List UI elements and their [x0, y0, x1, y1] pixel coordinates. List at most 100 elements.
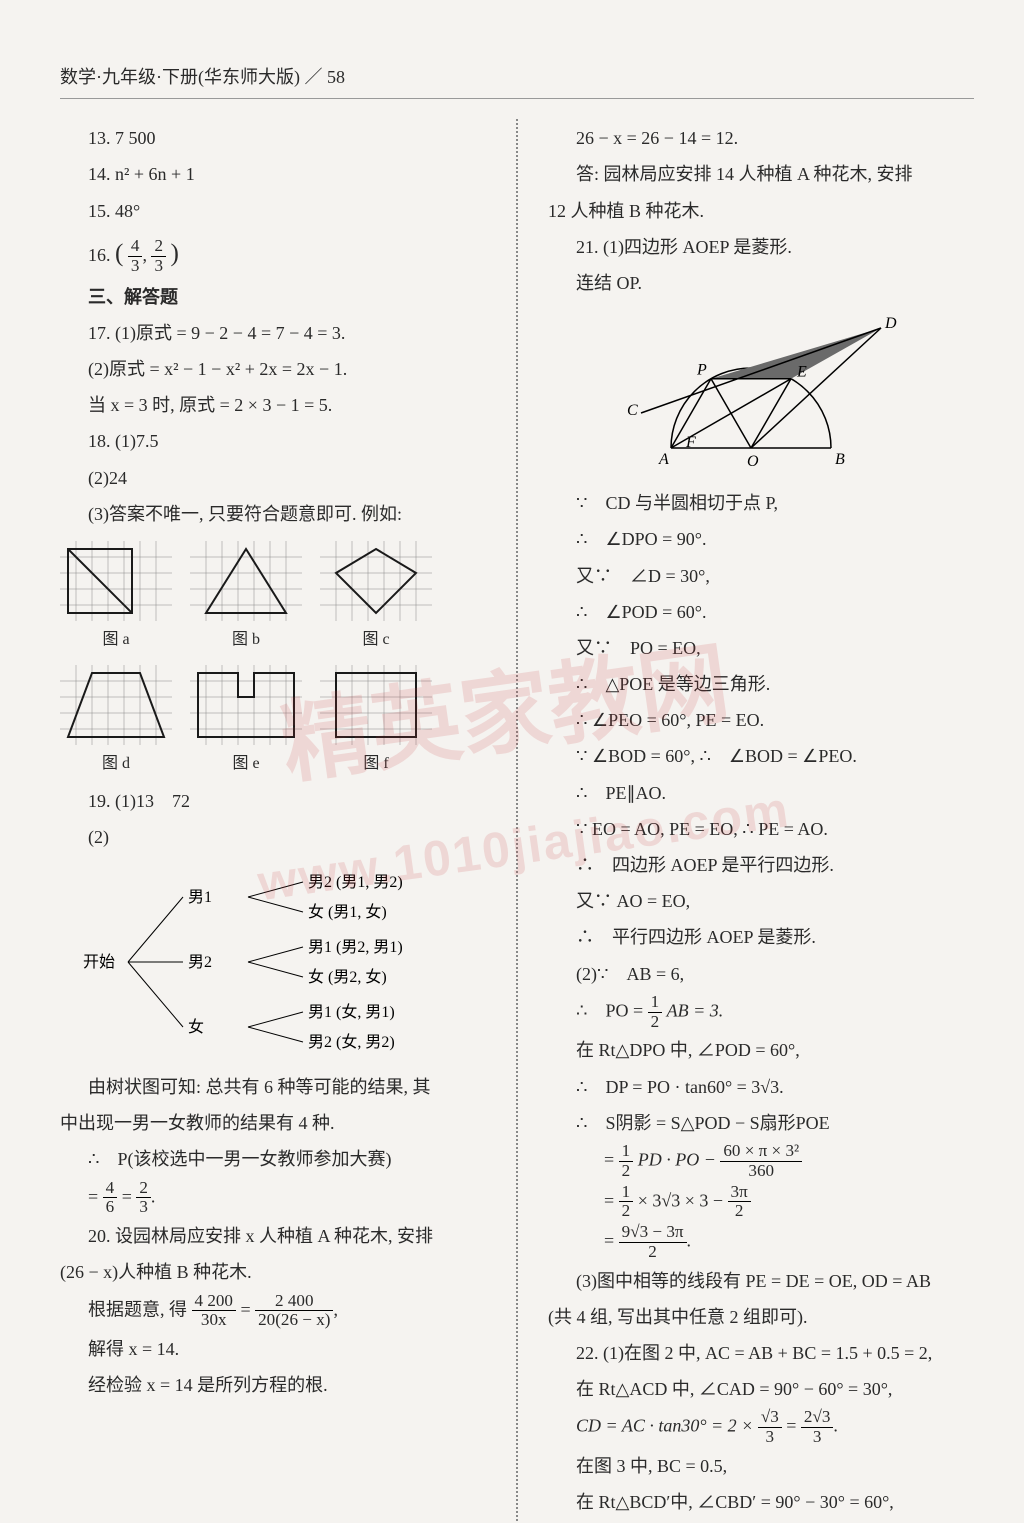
q22-cd: CD = AC · tan30° = 2 × √33 = 2√33. [548, 1408, 974, 1447]
grid-e-svg [190, 665, 302, 745]
r1: 答: 园林局应安排 14 人种植 A 种花木, 安排 [548, 157, 974, 191]
proof-line: ∴ △POE 是等边三角形. [548, 667, 974, 701]
proof-line: 又∵ AO = EO, [548, 884, 974, 918]
proof-line: 又∵ PO = EO, [548, 631, 974, 665]
figure-d: 图 d [60, 665, 172, 779]
proof-line: ∴ 平行四边形 AOEP 是菱形. [548, 920, 974, 954]
grid-b-svg [190, 541, 302, 621]
r0: 26 − x = 26 − 14 = 12. [548, 121, 974, 155]
svg-text:男2 (女, 男2): 男2 (女, 男2) [308, 1032, 395, 1051]
proof-line: ∴ ∠PEO = 60°, PE = EO. [548, 703, 974, 737]
svg-text:女 (男2, 女): 女 (男2, 女) [308, 967, 387, 986]
proof-line: ∴ ∠POD = 60°. [548, 595, 974, 629]
svg-text:B: B [835, 451, 845, 468]
cap-b: 图 b [190, 625, 302, 655]
q21-2: 连结 OP. [548, 266, 974, 300]
proof-line: 又∵ ∠D = 30°, [548, 559, 974, 593]
grid-d-svg [60, 665, 172, 745]
proof-line: ∵ ∠BOD = 60°, ∴ ∠BOD = ∠PEO. [548, 739, 974, 773]
q19-t1: 由树状图可知: 总共有 6 种等可能的结果, 其 [60, 1070, 486, 1104]
q22-4: 在 Rt△BCD′中, ∠CBD′ = 90° − 30° = 60°, [548, 1485, 974, 1519]
q21-rt: 在 Rt△DPO 中, ∠POD = 60°, [548, 1033, 974, 1067]
r2: 12 人种植 B 种花木. [548, 194, 974, 228]
q16-label: 16. [88, 245, 111, 265]
q20-1: 20. 设园林局应安排 x 人种植 A 种花木, 安排 [60, 1219, 486, 1253]
q20-5: 经检验 x = 14 是所列方程的根. [60, 1368, 486, 1402]
figure-f: 图 f [320, 665, 432, 779]
column-divider [516, 119, 518, 1521]
right-column: 26 − x = 26 − 14 = 12. 答: 园林局应安排 14 人种植 … [548, 119, 974, 1521]
q21-s3: = 9√3 − 3π2. [548, 1223, 974, 1262]
section-3-heading: 三、解答题 [60, 280, 486, 314]
q19-t2: 中出现一男一女教师的结果有 4 种. [60, 1106, 486, 1140]
proof-line: ∵ EO = AO, PE = EO, ∴ PE = AO. [548, 812, 974, 846]
svg-text:C: C [627, 402, 638, 419]
proof-lines: ∵ CD 与半圆相切于点 P,∴ ∠DPO = 90°.又∵ ∠D = 30°,… [548, 486, 974, 954]
q16: 16. ( 4 3 , 2 3 ) [60, 230, 486, 278]
grid-c-svg [320, 541, 432, 621]
header-text: 数学·九年级·下册(华东师大版) ／ 58 [60, 67, 345, 87]
q13: 13. 7 500 [60, 121, 486, 155]
q21-dp: ∴ DP = PO · tan60° = 3√3. [548, 1070, 974, 1104]
svg-text:开始: 开始 [83, 953, 115, 971]
q21-1: 21. (1)四边形 AOEP 是菱形. [548, 230, 974, 264]
cap-d: 图 d [60, 749, 172, 779]
proof-line: ∴ 四边形 AOEP 是平行四边形. [548, 848, 974, 882]
q21-po: ∴ PO = 12 AB = 3. [548, 993, 974, 1032]
svg-text:D: D [884, 315, 897, 332]
figure-a: 图 a [60, 541, 172, 655]
q16-frac2: 2 3 [151, 237, 166, 276]
q22-2: 在 Rt△ACD 中, ∠CAD = 90° − 60° = 30°, [548, 1372, 974, 1406]
q21-2h: (2)∵ AB = 6, [548, 957, 974, 991]
figure-c: 图 c [320, 541, 432, 655]
q21-s-pre: ∴ S阴影 = S△POD − S扇形POE [548, 1106, 974, 1140]
figure-row-1: 图 a 图 b 图 c [60, 541, 486, 655]
q17-1: 17. (1)原式 = 9 − 2 − 4 = 7 − 4 = 3. [60, 316, 486, 350]
two-column-layout: 13. 7 500 14. n² + 6n + 1 15. 48° 16. ( … [60, 119, 974, 1521]
figure-b: 图 b [190, 541, 302, 655]
q19-t3: ∴ P(该校选中一男一女教师参加大赛) [60, 1142, 486, 1176]
figure-e: 图 e [190, 665, 302, 779]
svg-text:P: P [696, 362, 707, 379]
q20-4: 解得 x = 14. [60, 1332, 486, 1366]
q22-1: 22. (1)在图 2 中, AC = AB + BC = 1.5 + 0.5 … [548, 1336, 974, 1370]
cap-e: 图 e [190, 749, 302, 779]
left-column: 13. 7 500 14. n² + 6n + 1 15. 48° 16. ( … [60, 119, 486, 1521]
proof-line: ∵ CD 与半圆相切于点 P, [548, 486, 974, 520]
geometry-figure: A B O C D E P F [611, 308, 911, 478]
svg-text:男2 (男1, 男2): 男2 (男1, 男2) [308, 874, 403, 891]
q19-t4: = 46 = 23. [60, 1179, 486, 1218]
svg-text:A: A [658, 451, 669, 468]
proof-line: ∴ ∠DPO = 90°. [548, 522, 974, 556]
q20-2: (26 − x)人种植 B 种花木. [60, 1255, 486, 1289]
svg-text:男1 (男2, 男1): 男1 (男2, 男1) [308, 939, 403, 956]
q19-1: 19. (1)13 72 [60, 784, 486, 818]
q19-2: (2) [60, 820, 486, 854]
cap-f: 图 f [320, 749, 432, 779]
q18-1: 18. (1)7.5 [60, 424, 486, 458]
page-header: 数学·九年级·下册(华东师大版) ／ 58 [60, 60, 974, 99]
q18-3: (3)答案不唯一, 只要符合题意即可. 例如: [60, 497, 486, 531]
q17-2: (2)原式 = x² − 1 − x² + 2x = 2x − 1. [60, 352, 486, 386]
q21-3b: (共 4 组, 写出其中任意 2 组即可). [548, 1300, 974, 1334]
svg-text:F: F [685, 434, 696, 451]
svg-text:O: O [747, 453, 759, 470]
cap-c: 图 c [320, 625, 432, 655]
svg-text:女 (男1, 女): 女 (男1, 女) [308, 902, 387, 921]
svg-text:男1: 男1 [188, 889, 212, 906]
svg-text:女: 女 [188, 1017, 204, 1036]
svg-text:E: E [796, 364, 807, 381]
q14: 14. n² + 6n + 1 [60, 157, 486, 191]
tree-diagram: 开始男1男2女男2 (男1, 男2)女 (男1, 女)男1 (男2, 男1)女 … [73, 862, 473, 1062]
q17-2b: 当 x = 3 时, 原式 = 2 × 3 − 1 = 5. [60, 388, 486, 422]
q20-3: 根据题意, 得 4 20030x = 2 40020(26 − x), [60, 1292, 486, 1331]
cap-a: 图 a [60, 625, 172, 655]
proof-line: ∴ PE∥AO. [548, 776, 974, 810]
figure-row-2: 图 d 图 e 图 f [60, 665, 486, 779]
q21-3a: (3)图中相等的线段有 PE = DE = OE, OD = AB [548, 1264, 974, 1298]
svg-text:男1 (女, 男1): 男1 (女, 男1) [308, 1002, 395, 1021]
q15: 15. 48° [60, 194, 486, 228]
q21-s2: = 12 × 3√3 × 3 − 3π2 [548, 1183, 974, 1222]
q16-frac1: 4 3 [128, 237, 143, 276]
q18-2: (2)24 [60, 461, 486, 495]
